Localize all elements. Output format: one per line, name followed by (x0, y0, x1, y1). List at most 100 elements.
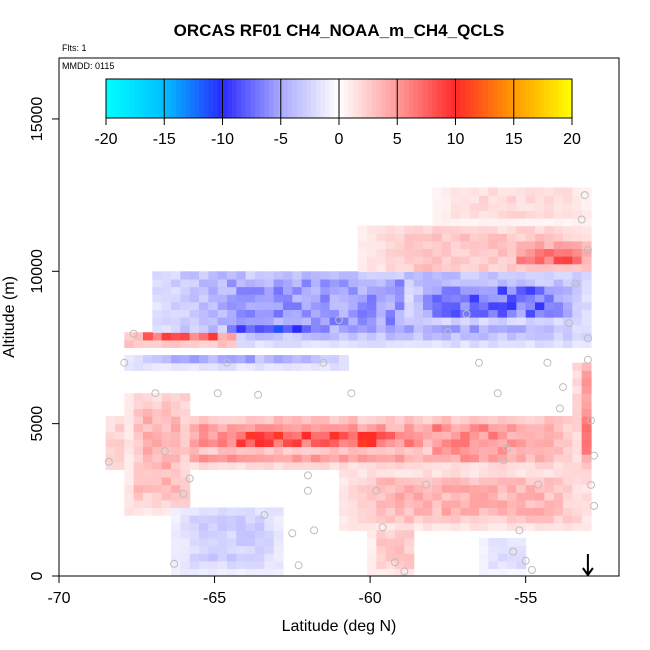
heatmap-cell (376, 492, 387, 501)
heatmap-cell (395, 317, 405, 326)
heatmap-cell (273, 362, 284, 371)
heatmap-cell (152, 294, 163, 303)
heatmap-cell (255, 301, 265, 310)
heatmap-cell (563, 423, 573, 432)
heatmap-cell (348, 507, 359, 516)
heatmap-cell (161, 454, 172, 463)
heatmap-cell (535, 187, 545, 196)
heatmap-cell (497, 339, 508, 349)
heatmap-cell (339, 339, 349, 349)
heatmap-cell (451, 484, 461, 493)
heatmap-cell (311, 317, 321, 326)
heatmap-cell (441, 522, 452, 531)
heatmap-cell (497, 507, 508, 516)
colorbar-frame (105, 78, 573, 119)
heatmap-cell (395, 416, 405, 425)
heatmap-cell (357, 476, 368, 486)
heatmap-cell (180, 416, 191, 425)
heatmap-cell (553, 248, 564, 257)
heatmap-cell (432, 461, 443, 470)
sample-point (129, 329, 138, 338)
heatmap-cell (563, 195, 573, 204)
heatmap-cell (544, 507, 555, 516)
heatmap-cell (535, 195, 545, 204)
heatmap-cell (208, 271, 219, 280)
heatmap-cell (516, 271, 527, 280)
heatmap-cell (553, 515, 564, 524)
heatmap-cell (413, 271, 424, 280)
colorbar-swatch (311, 79, 317, 118)
heatmap-cell (563, 294, 573, 303)
heatmap-cell (255, 362, 265, 371)
heatmap-cell (143, 362, 153, 371)
heatmap-cell (339, 446, 349, 455)
heatmap-cell (553, 454, 564, 463)
heatmap-cell (572, 469, 583, 478)
heatmap-cell (525, 324, 536, 333)
heatmap-cell (563, 507, 573, 516)
heatmap-cell (199, 278, 209, 288)
heatmap-cell (516, 560, 527, 569)
colorbar: -20 -15 -10 -5 0 5 10 15 20 (94, 78, 581, 148)
colorbar-tick-label: -20 (94, 131, 117, 148)
heatmap-cell (292, 446, 303, 455)
colorbar-swatch (366, 79, 373, 118)
heatmap-cell (451, 187, 461, 196)
colorbar-swatch (418, 79, 424, 118)
heatmap-cell (189, 271, 200, 280)
heatmap-cell (441, 225, 452, 234)
heatmap-cell (348, 492, 359, 501)
heatmap-cell (563, 515, 573, 524)
heatmap-cell (413, 339, 424, 349)
sample-point (499, 456, 508, 465)
heatmap-cell (441, 332, 452, 341)
heatmap-cell (348, 423, 359, 432)
heatmap-cell (171, 499, 181, 509)
heatmap-cell (507, 301, 517, 310)
heatmap-cell (171, 294, 181, 303)
heatmap-cell (413, 416, 424, 425)
heatmap-cell (460, 248, 471, 257)
heatmap-cell (161, 324, 172, 333)
heatmap-cell (488, 202, 499, 211)
sample-point (583, 246, 592, 254)
heatmap-cell (544, 438, 555, 448)
colorbar-swatch (194, 79, 200, 118)
sample-point (559, 383, 567, 392)
heatmap-cell (516, 202, 527, 211)
colorbar-swatch (143, 79, 149, 118)
heatmap-cell (329, 446, 340, 455)
heatmap-cell (544, 492, 555, 501)
heatmap-cell (581, 408, 592, 417)
heatmap-cell (525, 248, 536, 257)
heatmap-cell (152, 271, 163, 280)
heatmap-cell (572, 515, 583, 524)
heatmap-cell (367, 537, 377, 547)
heatmap-cell (525, 286, 536, 295)
heatmap-cell (516, 492, 527, 501)
heatmap-cell (525, 522, 536, 531)
heatmap-cell (441, 286, 452, 295)
heatmap-cell (311, 431, 321, 440)
heatmap-cell (255, 522, 265, 531)
heatmap-cell (497, 469, 508, 478)
heatmap-cell (451, 416, 461, 425)
heatmap-cell (469, 225, 480, 234)
colorbar-swatch (292, 79, 298, 118)
heatmap-cell (329, 416, 340, 425)
heatmap-cell (525, 416, 536, 425)
heatmap-cell (385, 469, 396, 478)
heatmap-cell (441, 301, 452, 310)
heatmap-cell (208, 438, 219, 448)
heatmap-cell (451, 499, 461, 509)
heatmap-cell (544, 476, 555, 486)
heatmap-cell (255, 530, 265, 539)
heatmap-cell (161, 393, 172, 402)
heatmap-cell (395, 324, 405, 333)
heatmap-cell (311, 324, 321, 333)
heatmap-cell (348, 522, 359, 531)
heatmap-cell (572, 476, 583, 486)
heatmap-cell (161, 355, 172, 364)
heatmap-cell (572, 400, 583, 410)
heatmap-cell (488, 339, 499, 349)
